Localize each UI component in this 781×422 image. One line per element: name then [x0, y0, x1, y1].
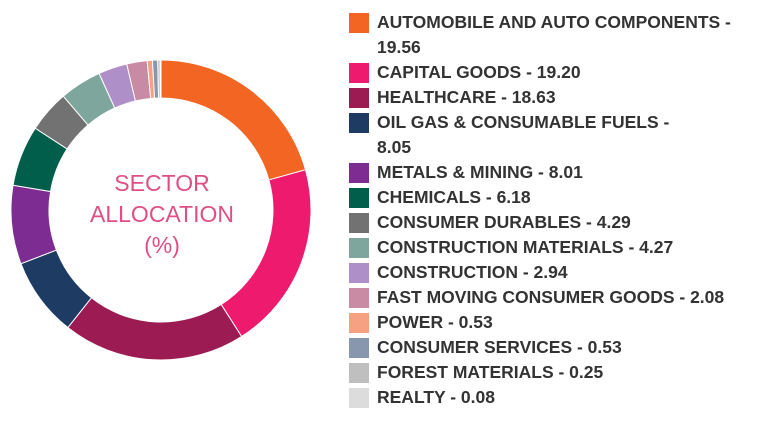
legend-swatch — [349, 88, 369, 108]
legend-swatch — [349, 338, 369, 358]
legend-swatch — [349, 238, 369, 258]
legend-item: REALTY - 0.08 — [349, 385, 781, 410]
legend-item: FOREST MATERIALS - 0.25 — [349, 360, 781, 385]
legend-label: METALS & MINING - 8.01 — [377, 162, 583, 182]
legend-item: FAST MOVING CONSUMER GOODS - 2.08 — [349, 285, 781, 310]
legend-label: CONSUMER DURABLES - 4.29 — [377, 212, 631, 232]
chart-legend: AUTOMOBILE AND AUTO COMPONENTS - 19.56 CA… — [349, 10, 781, 410]
donut-slice-realty — [159, 59, 162, 99]
legend-label: FOREST MATERIALS - 0.25 — [377, 362, 604, 382]
legend-label: FAST MOVING CONSUMER GOODS - 2.08 — [377, 287, 725, 307]
legend-label: AUTOMOBILE AND AUTO COMPONENTS - 19.56 — [377, 12, 731, 57]
legend-swatch — [349, 363, 369, 383]
donut-slice-metals-mining — [10, 184, 58, 265]
legend-label: REALTY - 0.08 — [377, 387, 495, 407]
legend-swatch — [349, 313, 369, 333]
legend-item: CAPITAL GOODS - 19.20 — [349, 60, 781, 85]
legend-item: CONSUMER SERVICES - 0.53 — [349, 335, 781, 360]
legend-label: POWER - 0.53 — [377, 312, 493, 332]
center-label-line-3: (%) — [144, 232, 180, 258]
legend-item: CONSTRUCTION MATERIALS - 4.27 — [349, 235, 781, 260]
legend-label: CAPITAL GOODS - 19.20 — [377, 62, 581, 82]
legend-swatch — [349, 163, 369, 183]
legend-label: CHEMICALS - 6.18 — [377, 187, 531, 207]
legend-swatch — [349, 13, 369, 33]
legend-item: CHEMICALS - 6.18 — [349, 185, 781, 210]
legend-item: CONSUMER DURABLES - 4.29 — [349, 210, 781, 235]
legend-label: CONSUMER SERVICES - 0.53 — [377, 337, 622, 357]
center-label-line-2: ALLOCATION — [90, 201, 234, 227]
legend-swatch — [349, 263, 369, 283]
legend-item: CONSTRUCTION - 2.94 — [349, 260, 781, 285]
donut-slice-healthcare — [67, 297, 243, 361]
donut-center-label: SECTOR ALLOCATION (%) — [62, 168, 262, 261]
center-label-line-1: SECTOR — [114, 170, 210, 196]
legend-label: HEALTHCARE - 18.63 — [377, 87, 556, 107]
legend-item: AUTOMOBILE AND AUTO COMPONENTS - 19.56 — [349, 10, 781, 60]
legend-label: CONSTRUCTION - 2.94 — [377, 262, 568, 282]
legend-label: CONSTRUCTION MATERIALS - 4.27 — [377, 237, 674, 257]
legend-item: HEALTHCARE - 18.63 — [349, 85, 781, 110]
sector-donut-chart — [10, 59, 312, 361]
legend-swatch — [349, 63, 369, 83]
legend-swatch — [349, 213, 369, 233]
legend-swatch — [349, 188, 369, 208]
legend-label: OIL GAS & CONSUMABLE FUELS - 8.05 — [377, 112, 670, 157]
legend-swatch — [349, 388, 369, 408]
legend-item: METALS & MINING - 8.01 — [349, 160, 781, 185]
donut-slice-automobile-and-auto-components — [160, 59, 307, 181]
legend-item: OIL GAS & CONSUMABLE FUELS - 8.05 — [349, 110, 781, 160]
legend-item: POWER - 0.53 — [349, 310, 781, 335]
legend-swatch — [349, 113, 369, 133]
legend-swatch — [349, 288, 369, 308]
